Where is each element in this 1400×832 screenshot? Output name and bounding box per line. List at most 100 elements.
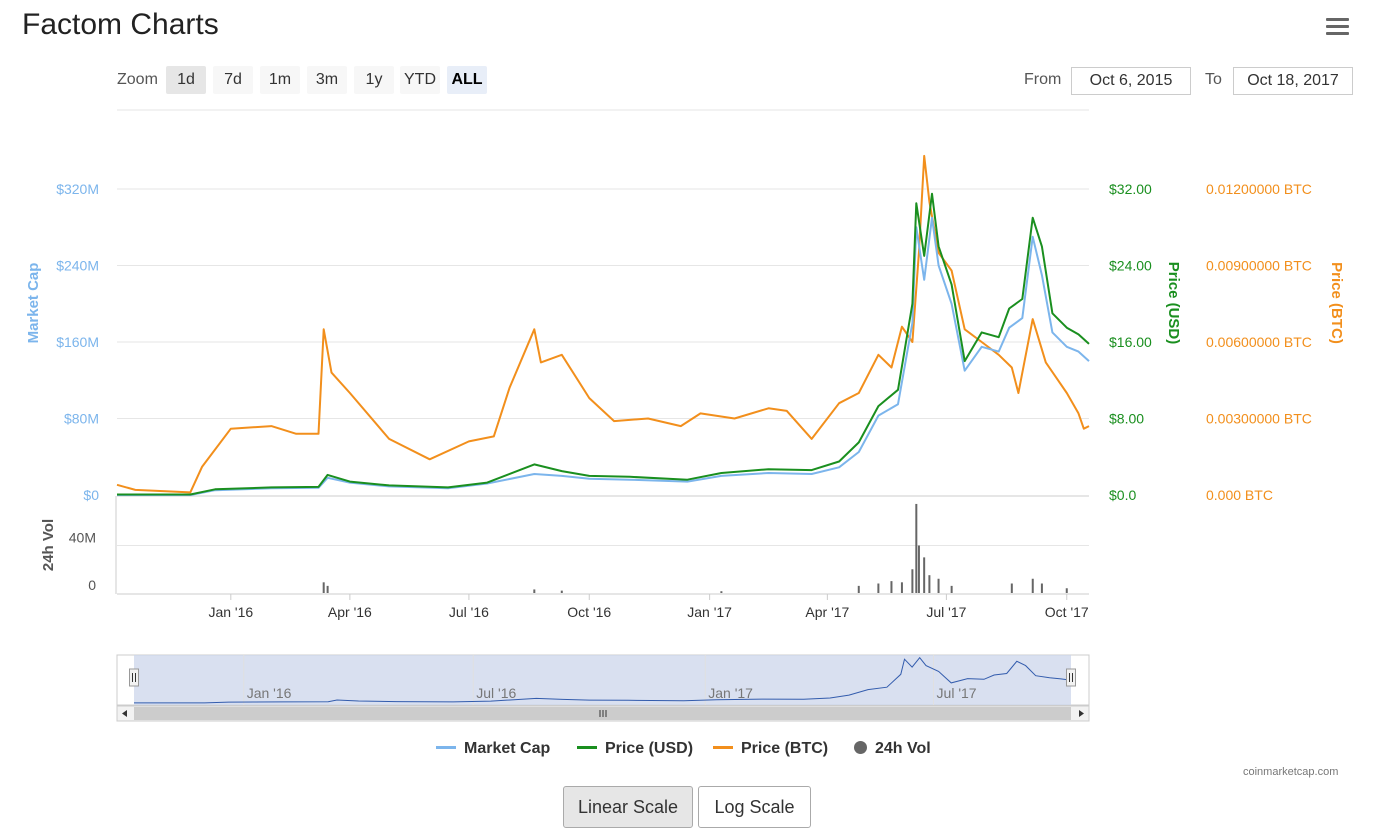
zoom-1m-button[interactable]: 1m — [260, 66, 300, 94]
navigator-label: Jan '16 — [247, 685, 292, 701]
volume-bar — [917, 545, 920, 593]
x-tick-label: Jan '16 — [208, 604, 253, 620]
axis-tick-label: 0.000 BTC — [1206, 487, 1273, 503]
axis-tick-label: $160M — [56, 334, 99, 350]
legend-label: 24h Vol — [875, 740, 931, 757]
axis-tick-label: 0.00900000 BTC — [1206, 258, 1312, 274]
axis-tick-label: $0.0 — [1109, 487, 1136, 503]
volume-bar — [322, 582, 325, 593]
x-tick-label: Apr '17 — [805, 604, 849, 620]
volume-tick-label: 40M — [69, 530, 96, 546]
axis-tick-label: $320M — [56, 181, 99, 197]
navigator-gridlines — [243, 655, 935, 705]
page-title: Factom Charts — [22, 8, 219, 41]
to-label: To — [1205, 71, 1222, 88]
volume-bar — [928, 575, 931, 593]
volume-tick-label: 0 — [88, 577, 96, 593]
legend-label: Price (USD) — [605, 740, 694, 757]
hamburger-menu-icon[interactable] — [1326, 18, 1349, 36]
from-date-input[interactable]: Oct 6, 2015 — [1071, 67, 1191, 95]
volume-bar — [950, 585, 953, 593]
navigator-label: Jan '17 — [708, 685, 753, 701]
volume-bar — [937, 578, 940, 593]
scroll-left-arrow-icon[interactable] — [122, 710, 127, 717]
volume-bar — [911, 569, 914, 593]
axis-tick-label: $16.00 — [1109, 334, 1152, 350]
volume-axis-ticks: 0 40M — [69, 530, 1089, 593]
navigator[interactable]: Jan '16 Jul '16 Jan '17 Jul '17 — [116, 654, 1090, 706]
legend-item-market-cap[interactable]: Market Cap — [436, 740, 550, 758]
navigator-label: Jul '16 — [476, 685, 516, 701]
navigator-scrollbar[interactable] — [116, 705, 1090, 722]
x-axis-ticks: Jan '16 Apr '16 Jul '16 Oct '16 Jan '17 Apr '… — [208, 594, 1089, 620]
zoom-3m-button[interactable]: 3m — [307, 66, 347, 94]
log-scale-button[interactable]: Log Scale — [698, 786, 811, 828]
axis-tick-label: $240M — [56, 258, 99, 274]
market-cap-swatch — [436, 745, 456, 749]
zoom-ytd-button[interactable]: YTD — [400, 66, 440, 94]
volume-bar — [915, 503, 918, 593]
btc-axis-ticks: 0.000 BTC 0.00300000 BTC 0.00600000 BTC 0.0… — [1206, 181, 1312, 503]
x-tick-label: Oct '17 — [1045, 604, 1089, 620]
zoom-all-button[interactable]: ALL — [447, 66, 487, 94]
volume-bar — [1040, 583, 1043, 593]
x-tick-label: Apr '16 — [328, 604, 372, 620]
zoom-label: Zoom — [117, 71, 158, 88]
volume-bar — [560, 590, 563, 593]
axis-tick-label: $24.00 — [1109, 258, 1152, 274]
x-tick-label: Jan '17 — [687, 604, 732, 620]
volume-axis-title: 24h Vol — [40, 519, 57, 571]
price-btc-swatch — [713, 745, 733, 749]
zoom-1y-button[interactable]: 1y — [354, 66, 394, 94]
volume-bar — [720, 591, 723, 593]
navigator-series-line — [134, 656, 1072, 704]
from-label: From — [1024, 71, 1062, 88]
volume-bar — [1010, 583, 1013, 593]
legend-label: Price (BTC) — [741, 740, 829, 757]
volume-bar — [923, 557, 926, 593]
btc-axis-title: Price (BTC) — [1328, 262, 1345, 344]
volume-bar — [857, 585, 860, 593]
volume-bar — [533, 589, 536, 593]
usd-axis-ticks: $0.0 $8.00 $16.00 $24.00 $32.00 — [1109, 181, 1152, 503]
volume-bar — [890, 581, 893, 593]
axis-tick-label: 0.01200000 BTC — [1206, 181, 1312, 197]
volume-swatch — [854, 740, 867, 754]
axis-tick-label: 0.00600000 BTC — [1206, 334, 1312, 350]
axis-tick-label: 0.00300000 BTC — [1206, 411, 1312, 427]
volume-bar — [326, 585, 329, 593]
volume-bar — [900, 582, 903, 593]
zoom-1d-button[interactable]: 1d — [166, 66, 206, 94]
linear-scale-button[interactable]: Linear Scale — [563, 786, 693, 828]
to-date-input[interactable]: Oct 18, 2017 — [1233, 67, 1353, 95]
navigator-right-handle[interactable] — [1066, 668, 1076, 687]
usd-axis-title: Price (USD) — [1165, 262, 1182, 345]
navigator-labels: Jan '16 Jul '16 Jan '17 Jul '17 — [247, 685, 977, 701]
legend-item-volume[interactable]: 24h Vol — [854, 740, 931, 758]
axis-tick-label: $0 — [83, 487, 99, 503]
axis-tick-label: $8.00 — [1109, 411, 1144, 427]
price-usd-line — [117, 192, 1090, 496]
credit-link[interactable]: coinmarketcap.com — [1243, 766, 1339, 778]
volume-bars — [322, 503, 1068, 593]
x-tick-label: Oct '16 — [567, 604, 611, 620]
chart-gridlines — [117, 188, 1089, 419]
legend-label: Market Cap — [464, 740, 551, 757]
zoom-7d-button[interactable]: 7d — [213, 66, 253, 94]
legend-item-price-usd[interactable]: Price (USD) — [577, 740, 693, 758]
price-btc-line — [116, 154, 1090, 494]
axis-tick-label: $32.00 — [1109, 181, 1152, 197]
market-cap-axis-title: Market Cap — [25, 263, 42, 344]
legend-item-price-btc[interactable]: Price (BTC) — [713, 740, 828, 758]
axis-tick-label: $80M — [64, 411, 99, 427]
scroll-right-arrow-icon[interactable] — [1079, 710, 1084, 717]
volume-bar — [877, 583, 880, 593]
volume-bar — [1065, 588, 1068, 593]
navigator-left-handle[interactable] — [129, 668, 139, 687]
x-tick-label: Jul '16 — [449, 604, 489, 620]
x-tick-label: Jul '17 — [926, 604, 966, 620]
market-cap-axis-ticks: $0 $80M $160M $240M $320M — [56, 181, 99, 503]
navigator-label: Jul '17 — [937, 685, 977, 701]
volume-bar — [1031, 578, 1034, 593]
